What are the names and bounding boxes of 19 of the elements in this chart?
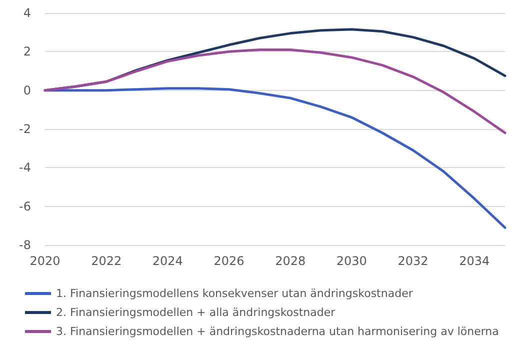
y-tick-label: -8	[19, 238, 31, 252]
x-tick-label: 2034	[459, 254, 490, 268]
x-tick-label: 2032	[398, 254, 428, 268]
x-tick-label: 2026	[214, 254, 244, 268]
line-series	[44, 48, 506, 134]
x-tick-label: 2028	[275, 254, 306, 268]
y-tick-label: -2	[19, 122, 31, 136]
x-tick-label: 2022	[91, 254, 122, 268]
x-tick-label: 2030	[336, 254, 367, 268]
x-tick-label: 2020	[30, 254, 60, 268]
y-tick-label: 2	[23, 44, 31, 59]
legend-label: 3. Finansieringsmodellen + ändringskostnaderna utan harmonisering av lönerna	[56, 325, 499, 338]
y-tick-label: 4	[23, 6, 31, 20]
legend-label: 2. Finansieringsmodellen + alla ändringskostnader	[56, 306, 336, 319]
y-tick-label: 0	[23, 83, 31, 98]
y-tick-label: -6	[19, 199, 31, 214]
y-tick-label: -4	[19, 160, 31, 175]
legend-label: 1. Finansieringsmodellens konsekvenser utan ändringskostnader	[56, 287, 414, 300]
x-tick-label: 2024	[152, 254, 183, 268]
